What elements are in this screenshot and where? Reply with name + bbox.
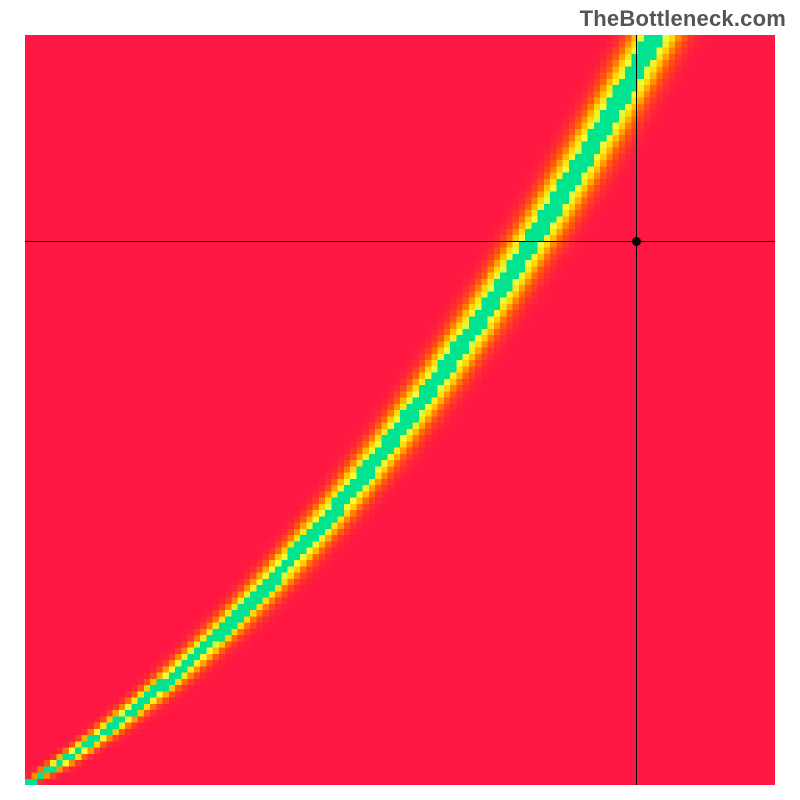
watermark-text: TheBottleneck.com bbox=[580, 6, 786, 32]
heatmap-canvas bbox=[25, 35, 775, 785]
crosshair-vertical bbox=[636, 35, 637, 785]
bottleneck-heatmap-plot bbox=[25, 35, 775, 785]
crosshair-horizontal bbox=[25, 241, 775, 242]
selection-marker bbox=[632, 237, 641, 246]
